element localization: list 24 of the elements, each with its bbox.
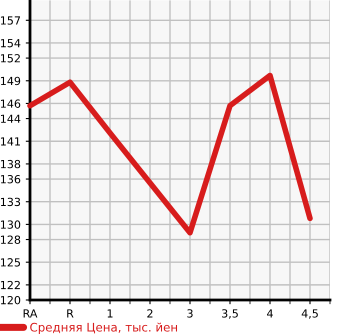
- y-tick-label: 138: [0, 160, 20, 168]
- y-tick-label: 149: [0, 76, 20, 86]
- x-tick-label: 4,5: [302, 309, 318, 319]
- y-tick-label: 133: [0, 198, 20, 206]
- y-tick-label: 144: [0, 114, 20, 123]
- y-tick-label: 146: [0, 99, 20, 108]
- y-tick-label: 136: [0, 175, 20, 184]
- x-tick-label: 3: [187, 309, 193, 318]
- x-tick-label: R: [67, 309, 74, 318]
- x-tick-label: RA: [24, 309, 38, 318]
- y-tick-label: 154: [0, 39, 20, 48]
- y-tick-label: 122: [0, 280, 20, 290]
- x-tick-label: 2: [147, 309, 152, 318]
- y-tick-label: 152: [0, 54, 20, 62]
- y-tick-label: 128: [0, 236, 20, 244]
- x-tick-label: 4: [267, 309, 273, 318]
- x-tick-label: 3,5: [222, 309, 238, 319]
- x-tick-label: 1: [108, 309, 113, 318]
- legend-label: Средняя Цена, тыс. йен: [30, 322, 178, 334]
- y-tick-label: 157: [0, 16, 20, 25]
- y-tick-label: 120: [0, 296, 20, 304]
- y-tick-label: 125: [0, 258, 20, 267]
- y-tick-label: 141: [0, 137, 20, 146]
- y-tick-label: 130: [0, 220, 20, 229]
